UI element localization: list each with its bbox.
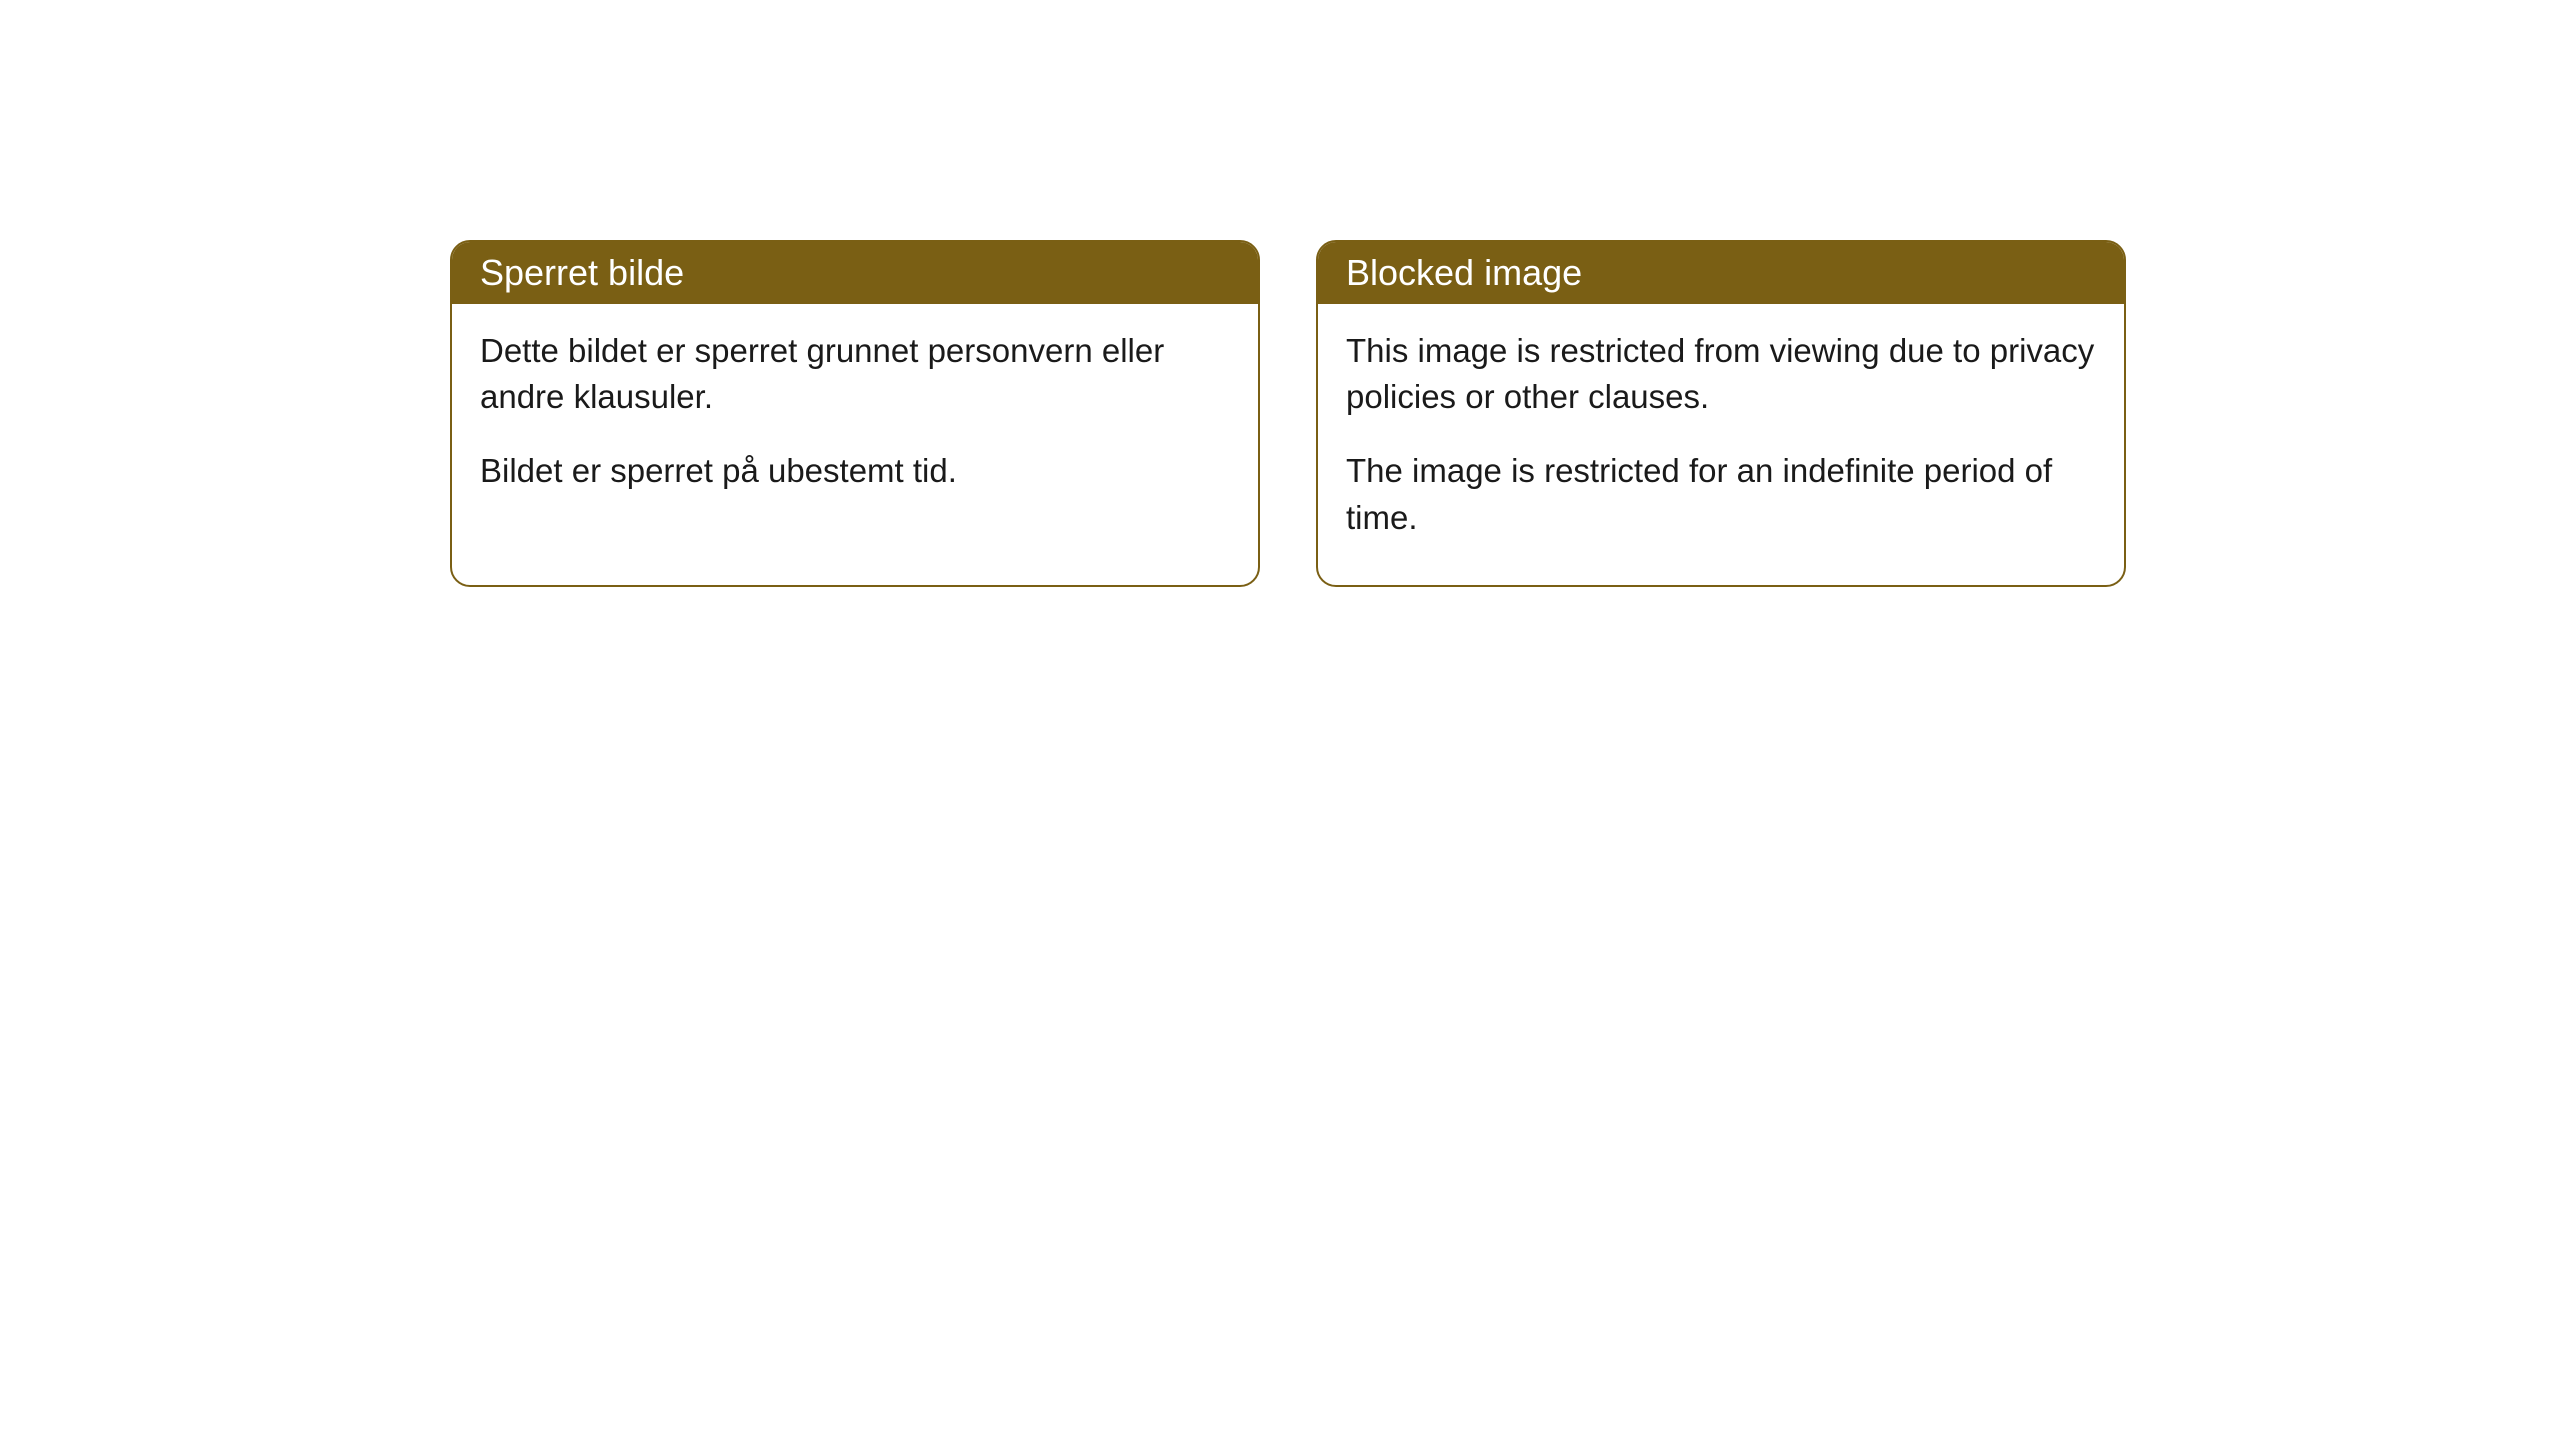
- notice-title: Sperret bilde: [480, 252, 684, 293]
- notice-header: Blocked image: [1318, 242, 2124, 304]
- notice-paragraph: Dette bildet er sperret grunnet personve…: [480, 328, 1230, 420]
- notice-body: This image is restricted from viewing du…: [1318, 304, 2124, 585]
- notice-body: Dette bildet er sperret grunnet personve…: [452, 304, 1258, 539]
- notice-box-english: Blocked image This image is restricted f…: [1316, 240, 2126, 587]
- notices-container: Sperret bilde Dette bildet er sperret gr…: [0, 0, 2560, 587]
- notice-header: Sperret bilde: [452, 242, 1258, 304]
- notice-paragraph: Bildet er sperret på ubestemt tid.: [480, 448, 1230, 494]
- notice-paragraph: This image is restricted from viewing du…: [1346, 328, 2096, 420]
- notice-title: Blocked image: [1346, 252, 1582, 293]
- notice-paragraph: The image is restricted for an indefinit…: [1346, 448, 2096, 540]
- notice-box-norwegian: Sperret bilde Dette bildet er sperret gr…: [450, 240, 1260, 587]
